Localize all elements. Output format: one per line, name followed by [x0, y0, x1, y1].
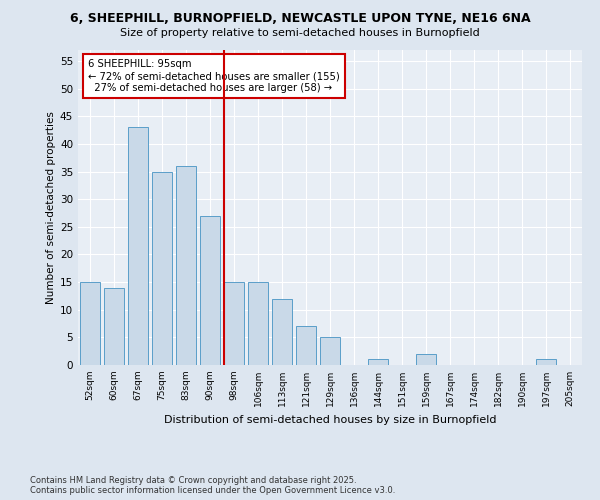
Y-axis label: Number of semi-detached properties: Number of semi-detached properties — [46, 111, 56, 304]
Bar — [128, 128, 148, 365]
X-axis label: Distribution of semi-detached houses by size in Burnopfield: Distribution of semi-detached houses by … — [164, 414, 496, 424]
Bar — [368, 360, 388, 365]
Bar — [320, 338, 340, 365]
Text: Size of property relative to semi-detached houses in Burnopfield: Size of property relative to semi-detach… — [120, 28, 480, 38]
Bar — [224, 282, 244, 365]
Bar — [80, 282, 100, 365]
Bar — [416, 354, 436, 365]
Text: 6, SHEEPHILL, BURNOPFIELD, NEWCASTLE UPON TYNE, NE16 6NA: 6, SHEEPHILL, BURNOPFIELD, NEWCASTLE UPO… — [70, 12, 530, 26]
Text: Contains HM Land Registry data © Crown copyright and database right 2025.
Contai: Contains HM Land Registry data © Crown c… — [30, 476, 395, 495]
Bar — [104, 288, 124, 365]
Bar — [176, 166, 196, 365]
Bar — [536, 360, 556, 365]
Bar — [272, 298, 292, 365]
Bar — [248, 282, 268, 365]
Bar — [296, 326, 316, 365]
Bar — [152, 172, 172, 365]
Bar — [200, 216, 220, 365]
Text: 6 SHEEPHILL: 95sqm
← 72% of semi-detached houses are smaller (155)
  27% of semi: 6 SHEEPHILL: 95sqm ← 72% of semi-detache… — [88, 60, 340, 92]
